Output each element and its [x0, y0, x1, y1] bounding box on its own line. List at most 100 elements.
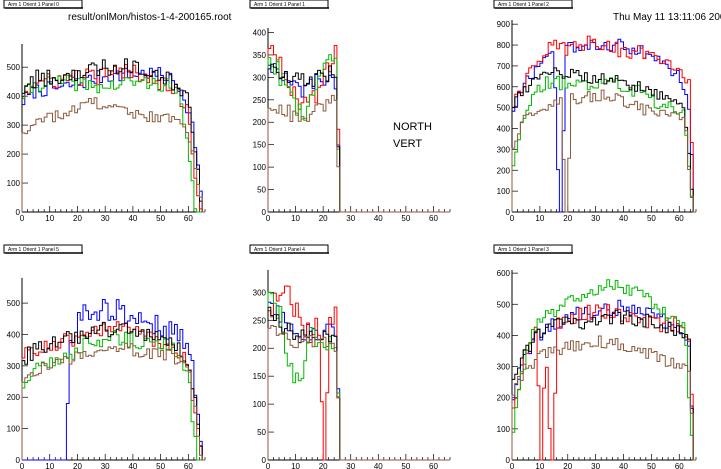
histogram-series — [511, 35, 696, 213]
x-tick-label: 10 — [45, 214, 54, 223]
x-tick-label: 30 — [346, 214, 355, 223]
y-tick-label: 900 — [497, 20, 511, 29]
x-tick-label: 20 — [73, 214, 82, 223]
panel-title: Arm 1 Orient 1 Panel 0 — [8, 2, 59, 8]
y-tick-label: 200 — [497, 166, 511, 175]
x-tick-label: 20 — [319, 214, 328, 223]
y-tick-label: 0 — [262, 456, 267, 465]
histogram-series — [267, 325, 450, 461]
annotation-north: NORTH — [393, 121, 432, 133]
x-tick-label: 40 — [374, 214, 383, 223]
y-tick-label: 500 — [7, 63, 21, 72]
y-tick-label: 250 — [253, 96, 267, 105]
y-tick-label: 100 — [253, 400, 267, 409]
x-tick-label: 20 — [563, 462, 572, 469]
annotation-vert: VERT — [393, 138, 423, 150]
x-tick-label: 0 — [20, 462, 25, 469]
y-tick-label: 800 — [497, 41, 511, 50]
y-tick-label: 150 — [253, 141, 267, 150]
y-tick-label: 200 — [497, 394, 511, 403]
x-tick-label: 10 — [291, 214, 300, 223]
x-tick-label: 60 — [429, 462, 438, 469]
x-tick-label: 50 — [401, 214, 410, 223]
x-tick-label: 30 — [346, 462, 355, 469]
histogram-series — [267, 291, 450, 461]
x-tick-label: 10 — [291, 462, 300, 469]
y-tick-label: 400 — [497, 331, 511, 340]
x-tick-label: 0 — [510, 214, 515, 223]
x-tick-label: 40 — [128, 214, 137, 223]
histogram-series — [22, 299, 205, 461]
y-tick-label: 0 — [506, 208, 511, 217]
x-tick-label: 30 — [591, 214, 600, 223]
histogram-series — [21, 74, 205, 213]
x-tick-label: 20 — [319, 462, 328, 469]
y-tick-label: 500 — [497, 300, 511, 309]
x-tick-label: 60 — [184, 214, 193, 223]
x-tick-label: 40 — [128, 462, 137, 469]
x-tick-label: 50 — [156, 214, 165, 223]
histogram-series — [21, 97, 205, 213]
panel-title: Arm 1 Orient 1 Panel 4 — [254, 247, 305, 253]
x-tick-label: 20 — [73, 462, 82, 469]
y-tick-label: 50 — [257, 428, 266, 437]
y-tick-label: 300 — [7, 121, 21, 130]
panel-title: Arm 1 Orient 1 Panel 1 — [254, 2, 305, 8]
x-tick-label: 60 — [429, 214, 438, 223]
histogram-series — [267, 54, 450, 213]
y-tick-label: 500 — [497, 104, 511, 113]
x-tick-label: 0 — [266, 214, 271, 223]
histogram-series — [21, 342, 205, 461]
x-tick-label: 0 — [20, 214, 25, 223]
y-tick-label: 200 — [253, 344, 267, 353]
panel-title: Arm 1 Orient 1 Panel 3 — [498, 247, 549, 253]
y-tick-label: 500 — [7, 299, 21, 308]
histogram-series — [21, 321, 205, 461]
y-tick-label: 400 — [7, 330, 21, 339]
y-tick-label: 400 — [7, 92, 21, 101]
y-tick-label: 100 — [497, 187, 511, 196]
y-tick-label: 300 — [253, 73, 267, 82]
x-tick-label: 40 — [374, 462, 383, 469]
x-tick-label: 50 — [647, 214, 656, 223]
y-tick-label: 200 — [253, 118, 267, 127]
y-tick-label: 0 — [262, 208, 267, 217]
x-tick-label: 60 — [184, 462, 193, 469]
histogram-series — [511, 38, 696, 213]
histogram-series — [267, 306, 450, 461]
y-tick-label: 250 — [253, 316, 267, 325]
x-tick-label: 20 — [563, 214, 572, 223]
x-tick-label: 10 — [45, 462, 54, 469]
panel-title: Arm 1 Orient 1 Panel 5 — [8, 247, 59, 253]
timestamp: Thu May 11 13:11:06 2006 — [613, 12, 721, 23]
x-tick-label: 50 — [156, 462, 165, 469]
y-tick-label: 0 — [16, 208, 21, 217]
y-tick-label: 300 — [7, 362, 21, 371]
histogram-series — [511, 279, 696, 461]
y-tick-label: 200 — [7, 150, 21, 159]
x-tick-label: 0 — [510, 462, 515, 469]
y-tick-label: 400 — [497, 125, 511, 134]
x-tick-label: 10 — [535, 214, 544, 223]
histogram-series — [511, 75, 696, 213]
y-tick-label: 300 — [497, 363, 511, 372]
y-tick-label: 100 — [7, 425, 21, 434]
y-tick-label: 100 — [497, 425, 511, 434]
y-tick-label: 100 — [253, 163, 267, 172]
y-tick-label: 200 — [7, 393, 21, 402]
histogram-series — [267, 94, 450, 213]
histogram-series — [21, 58, 205, 213]
y-tick-label: 300 — [253, 288, 267, 297]
histogram-series — [511, 67, 696, 213]
y-tick-label: 0 — [506, 456, 511, 465]
histogram-series — [267, 63, 450, 213]
histogram-series — [511, 89, 696, 213]
x-tick-label: 30 — [101, 214, 110, 223]
x-tick-label: 0 — [266, 462, 271, 469]
x-tick-label: 60 — [675, 214, 684, 223]
y-tick-label: 0 — [16, 456, 21, 465]
x-tick-label: 40 — [619, 214, 628, 223]
file-name: result/onlMon/histos-1-4-200165.root — [68, 12, 232, 23]
panel-title: Arm 1 Orient 1 Panel 2 — [498, 2, 549, 8]
